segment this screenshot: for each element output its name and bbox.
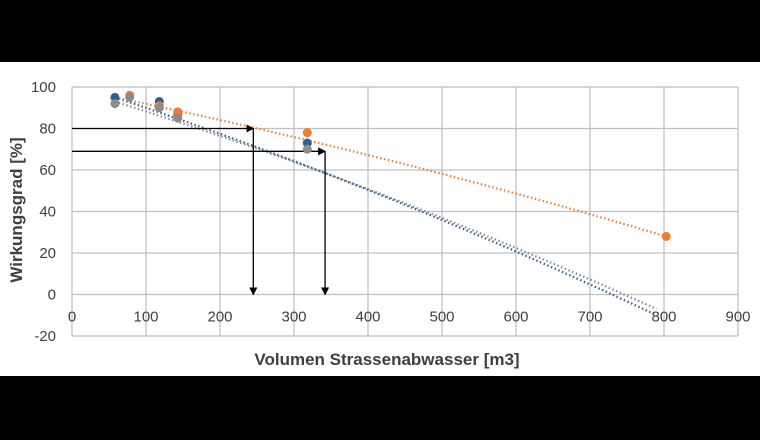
- orange-trendline: [114, 96, 667, 238]
- y-tick-label: 0: [48, 287, 56, 304]
- gray-trendline: [114, 100, 658, 311]
- y-tick-labels: -20 0 20 40 60 80 100: [31, 79, 56, 345]
- blue-trendline: [114, 96, 658, 317]
- x-axis-title: Volumen Strassenabwasser [m3]: [254, 350, 519, 369]
- x-tick-label: 200: [207, 309, 232, 326]
- y-tick-label: 80: [39, 121, 56, 138]
- x-tick-label: 400: [355, 309, 380, 326]
- gray-data-point: [154, 103, 164, 113]
- blue-data-point: [110, 92, 120, 102]
- orange-data-point: [173, 107, 183, 117]
- orange-data-point: [661, 231, 671, 241]
- gray-data-point: [302, 144, 312, 154]
- x-tick-label: 100: [133, 309, 158, 326]
- gray-data-point: [110, 99, 120, 109]
- gridlines: [71, 86, 739, 337]
- orange-data-point: [302, 128, 312, 138]
- x-tick-label: 500: [429, 309, 454, 326]
- x-tick-label: 900: [725, 309, 750, 326]
- gray-data-point: [173, 113, 183, 123]
- x-tick-label: 0: [68, 309, 76, 326]
- y-tick-label: 40: [39, 204, 56, 221]
- y-tick-label: 20: [39, 245, 56, 262]
- annotation-arrows: [72, 124, 330, 296]
- x-tick-label: 700: [577, 309, 602, 326]
- data-points: [110, 90, 671, 241]
- x-tick-labels: 0 100 200 300 400 500 600 700 800 900: [68, 309, 751, 326]
- trendlines: [114, 96, 667, 317]
- x-tick-label: 800: [651, 309, 676, 326]
- y-tick-label: -20: [34, 328, 56, 345]
- x-tick-label: 300: [281, 309, 306, 326]
- gray-data-point: [125, 92, 135, 102]
- chart-panel: [0, 62, 760, 376]
- blue-data-point: [302, 138, 312, 148]
- y-tick-label: 100: [31, 79, 56, 96]
- x-tick-label: 600: [503, 309, 528, 326]
- y-axis-title: Wirkungsgrad [%]: [7, 137, 26, 282]
- y-tick-label: 60: [39, 162, 56, 179]
